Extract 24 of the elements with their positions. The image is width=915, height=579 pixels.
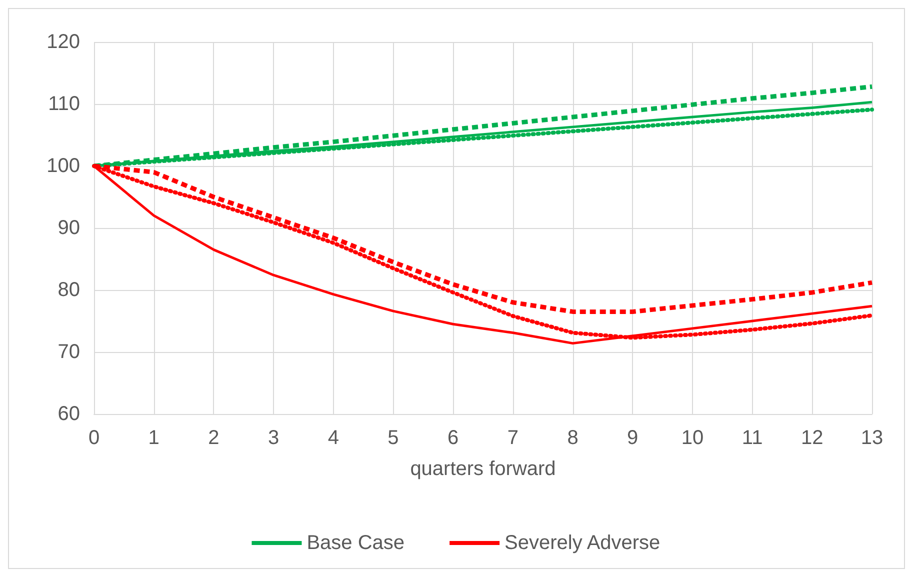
x-tick-label: 4: [328, 427, 339, 449]
x-tick-label: 0: [88, 427, 100, 449]
x-tick-label: 3: [268, 427, 280, 449]
x-tick-label: 9: [627, 427, 638, 449]
x-tick-label: 6: [448, 427, 459, 449]
y-tick-label: 110: [48, 93, 80, 115]
y-tick-label: 70: [58, 341, 80, 363]
y-tick-label: 120: [46, 31, 80, 53]
x-tick-label: 8: [567, 427, 578, 449]
y-tick-label: 80: [58, 279, 80, 301]
y-tick-label: 90: [58, 217, 80, 239]
y-tick-label: 100: [46, 155, 80, 177]
x-tick-label: 5: [388, 427, 399, 449]
x-axis-title: quarters forward: [410, 458, 556, 480]
x-tick-label: 12: [801, 427, 824, 449]
x-tick-label: 10: [681, 427, 704, 449]
legend-label: Severely Adverse: [504, 532, 660, 554]
x-tick-label: 1: [148, 427, 160, 449]
y-tick-label: 60: [58, 403, 80, 425]
x-tick-label: 13: [860, 427, 884, 449]
x-tick-label: 11: [742, 427, 763, 449]
x-tick-label: 2: [208, 427, 220, 449]
legend-label: Base Case: [306, 532, 405, 554]
x-tick-label: 7: [507, 427, 518, 449]
